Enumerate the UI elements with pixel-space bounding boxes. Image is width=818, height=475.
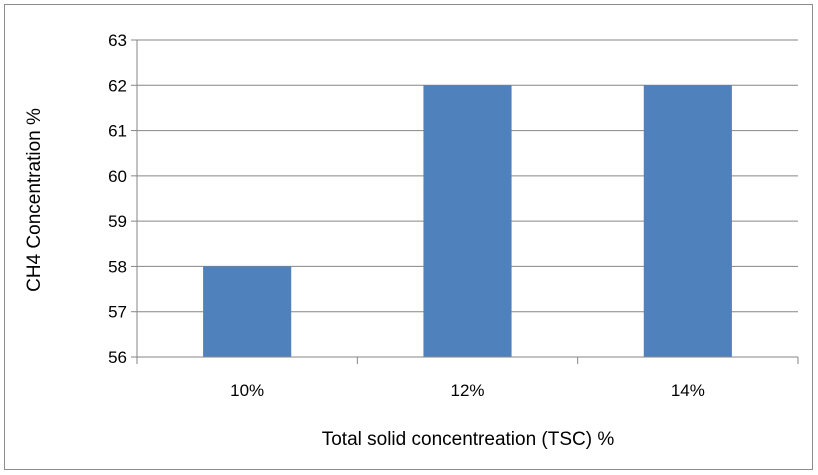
x-axis-title: Total solid concentreation (TSC) % xyxy=(322,429,615,450)
y-tick-label: 56 xyxy=(108,348,127,367)
y-axis-title: CH4 Concentration % xyxy=(24,108,45,292)
bar-14% xyxy=(643,85,732,358)
y-tick-label: 57 xyxy=(108,303,127,322)
y-tick-label: 59 xyxy=(108,212,127,231)
axes xyxy=(131,39,799,364)
y-tick-label: 60 xyxy=(108,167,127,186)
y-tick-label: 58 xyxy=(108,257,127,276)
y-tick-labels: 56 57 58 59 60 61 62 63 xyxy=(108,31,127,367)
bars xyxy=(203,85,732,358)
x-tick-label: 12% xyxy=(450,381,484,400)
bar-10% xyxy=(203,266,292,357)
bar-12% xyxy=(423,85,512,358)
x-tick-labels: 10% 12% 14% xyxy=(230,381,705,400)
y-tick-label: 61 xyxy=(108,122,127,141)
y-tick-label: 62 xyxy=(108,76,127,95)
x-tick-label: 14% xyxy=(671,381,705,400)
y-tick-label: 63 xyxy=(108,31,127,50)
x-tick-label: 10% xyxy=(230,381,264,400)
